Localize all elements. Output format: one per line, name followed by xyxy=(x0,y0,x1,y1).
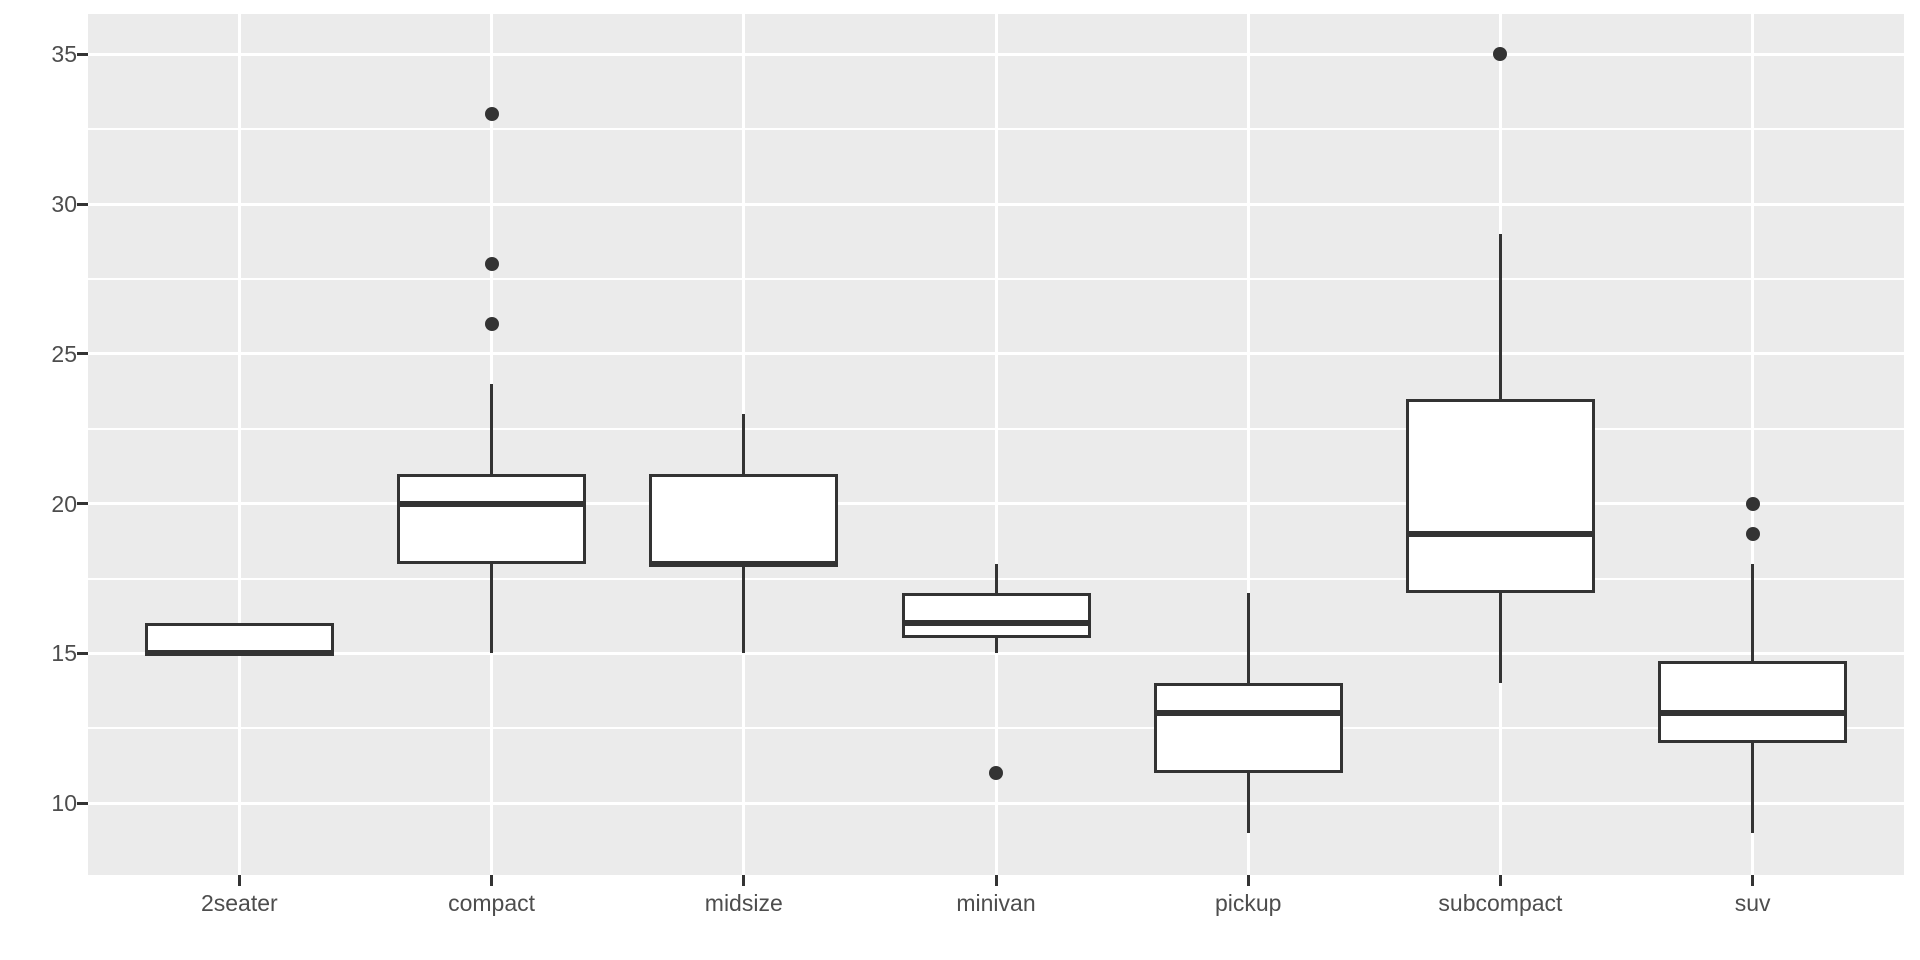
upper-whisker xyxy=(490,383,494,474)
median-line xyxy=(649,560,839,567)
iqr-box xyxy=(397,473,587,564)
outlier-point xyxy=(484,257,499,272)
y-tick-label: 30 xyxy=(51,191,77,218)
y-tick-mark xyxy=(77,52,88,56)
x-tick-mark xyxy=(1246,875,1250,886)
y-tick-mark xyxy=(77,352,88,356)
upper-whisker xyxy=(994,563,998,594)
x-tick-label-subcompact: subcompact xyxy=(1438,890,1563,916)
y-tick-label: 15 xyxy=(51,640,77,667)
x-tick-mark xyxy=(994,875,998,886)
median-line xyxy=(901,620,1091,627)
x-tick-label-suv: suv xyxy=(1734,890,1771,916)
outlier-point xyxy=(484,107,499,122)
x-tick-label-2seater: 2seater xyxy=(200,890,278,916)
upper-whisker xyxy=(1751,563,1755,661)
lower-whisker xyxy=(1751,743,1755,834)
x-tick-label-compact: compact xyxy=(448,890,536,916)
median-line xyxy=(1153,710,1343,717)
x-tick-mark xyxy=(237,875,241,886)
y-tick-label: 20 xyxy=(51,490,77,517)
gridline-major-vertical xyxy=(1751,14,1755,875)
outlier-point xyxy=(484,316,499,331)
x-tick-label-midsize: midsize xyxy=(704,890,783,916)
lower-whisker xyxy=(490,563,494,654)
median-line xyxy=(1658,710,1848,717)
lower-whisker xyxy=(994,638,998,654)
median-line xyxy=(144,650,334,657)
x-tick-mark xyxy=(742,875,746,886)
iqr-box xyxy=(1658,660,1848,744)
upper-whisker xyxy=(742,413,746,474)
y-tick-mark xyxy=(77,801,88,805)
median-line xyxy=(1405,530,1595,537)
gridline-major-vertical xyxy=(1246,14,1250,875)
iqr-box xyxy=(1153,683,1343,774)
iqr-box xyxy=(1405,398,1595,594)
upper-whisker xyxy=(1246,593,1250,684)
y-tick-label: 25 xyxy=(51,340,77,367)
lower-whisker xyxy=(1246,773,1250,834)
plot-panel xyxy=(88,14,1904,875)
x-tick-mark xyxy=(490,875,494,886)
x-tick-label-pickup: pickup xyxy=(1214,890,1282,916)
median-line xyxy=(397,500,587,507)
y-tick-mark xyxy=(77,651,88,655)
iqr-box xyxy=(901,593,1091,639)
y-tick-mark xyxy=(77,202,88,206)
gridline-major-vertical xyxy=(994,14,998,875)
x-tick-mark xyxy=(1751,875,1755,886)
outlier-point xyxy=(1493,47,1508,62)
outlier-point xyxy=(1745,496,1760,511)
upper-whisker xyxy=(1498,234,1502,399)
lower-whisker xyxy=(742,563,746,654)
iqr-box xyxy=(649,473,839,564)
lower-whisker xyxy=(1498,593,1502,684)
iqr-box xyxy=(144,623,334,654)
outlier-point xyxy=(989,766,1003,781)
x-tick-mark xyxy=(1498,875,1502,886)
gridline-major-vertical xyxy=(237,14,241,875)
outlier-point xyxy=(1745,526,1760,541)
x-tick-label-minivan: minivan xyxy=(956,890,1036,916)
y-tick-label: 10 xyxy=(51,790,77,817)
y-tick-label: 35 xyxy=(51,41,77,68)
y-tick-mark xyxy=(77,502,88,506)
